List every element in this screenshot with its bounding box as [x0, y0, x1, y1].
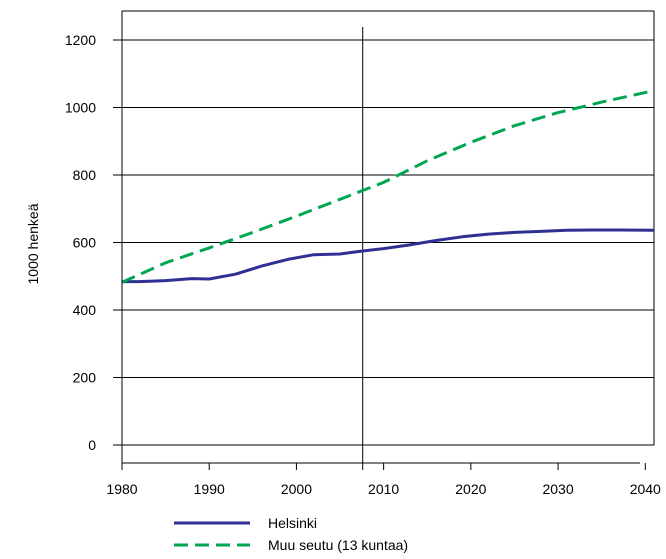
y-tick-label-0: 0 — [88, 437, 96, 453]
x-tick-label-1980: 1980 — [106, 481, 137, 497]
x-tick-label-2030: 2030 — [542, 481, 573, 497]
y-tick-label-200: 200 — [73, 370, 97, 386]
x-tick-label-2000: 2000 — [281, 481, 312, 497]
legend-label-muu-seutu: Muu seutu (13 kuntaa) — [268, 537, 408, 553]
y-tick-label-1200: 1200 — [65, 32, 96, 48]
y-axis-title: 1000 henkeä — [25, 203, 41, 284]
y-axis: 0 200 400 600 800 1000 1200 — [65, 27, 123, 463]
legend-label-helsinki: Helsinki — [268, 515, 317, 531]
y-tick-label-800: 800 — [73, 167, 97, 183]
series-line-muu-seutu — [121, 89, 655, 284]
series-line-helsinki — [122, 228, 655, 284]
x-tick-label-2010: 2010 — [368, 481, 399, 497]
grid-lines — [122, 39, 654, 446]
y-tick-label-400: 400 — [73, 302, 97, 318]
plot-frame — [121, 10, 655, 446]
x-tick-label-1990: 1990 — [194, 481, 225, 497]
y-tick-label-600: 600 — [73, 235, 97, 251]
series-lines — [121, 89, 655, 284]
x-tick-label-2020: 2020 — [455, 481, 486, 497]
y-tick-label-1000: 1000 — [65, 100, 96, 116]
x-tick-label-2040: 2040 — [630, 481, 661, 497]
x-axis: 1980 1990 2000 2010 2020 2030 2040 — [106, 462, 661, 497]
legend: Helsinki Muu seutu (13 kuntaa) — [174, 515, 408, 553]
